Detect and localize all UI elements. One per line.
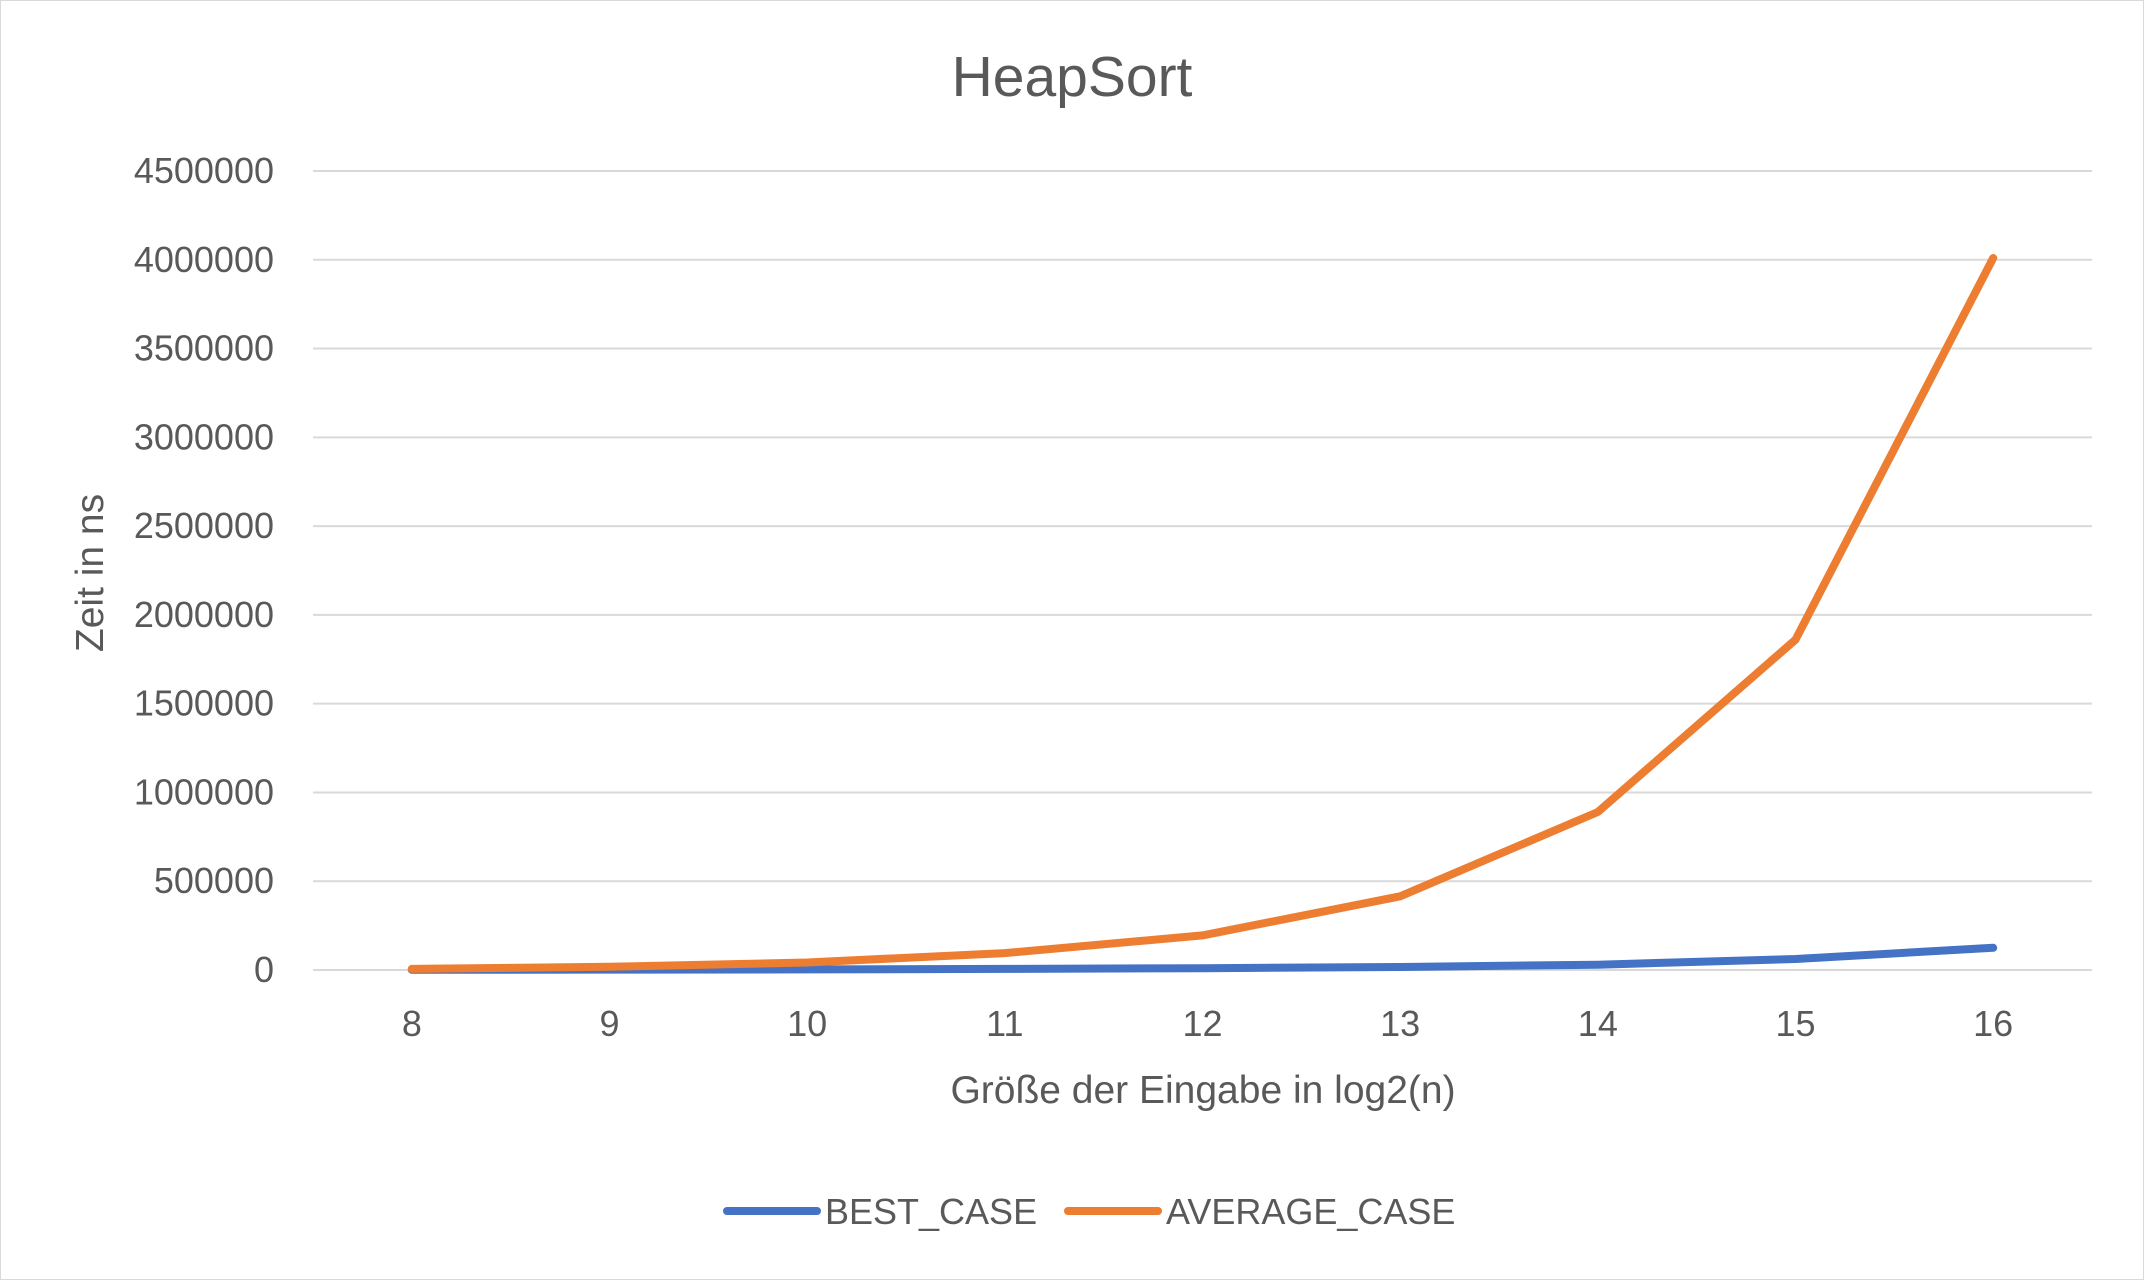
- gridlines: [313, 170, 2092, 971]
- x-tick-label: 10: [787, 1003, 827, 1044]
- legend: BEST_CASE AVERAGE_CASE: [723, 1191, 1455, 1232]
- x-tick-label: 8: [402, 1003, 422, 1044]
- x-tick-label: 13: [1380, 1003, 1420, 1044]
- y-tick-label: 4000000: [134, 239, 274, 280]
- y-axis-ticks: 0 500000 1000000 1500000 2000000 2500000 30000…: [134, 150, 274, 990]
- y-tick-label: 2500000: [134, 505, 274, 546]
- y-tick-label: 4500000: [134, 150, 274, 191]
- x-tick-label: 15: [1775, 1003, 1815, 1044]
- y-tick-label: 2000000: [134, 594, 274, 635]
- x-tick-label: 16: [1973, 1003, 2013, 1044]
- x-axis-title: Größe der Eingabe in log2(n): [950, 1069, 1455, 1112]
- y-tick-label: 3000000: [134, 416, 274, 457]
- x-tick-label: 14: [1578, 1003, 1618, 1044]
- legend-label: AVERAGE_CASE: [1166, 1191, 1455, 1232]
- x-tick-label: 12: [1182, 1003, 1222, 1044]
- y-axis-title: Zeit in ns: [69, 494, 112, 652]
- series-line-best-case: [407, 943, 1998, 974]
- chart-title: HeapSort: [952, 45, 1193, 109]
- series-lines: [407, 254, 1998, 974]
- x-tick-label: 11: [986, 1003, 1023, 1044]
- y-tick-label: 500000: [154, 860, 274, 901]
- x-axis-ticks: 8 9 10 11 12 13 14 15 16: [402, 1003, 2013, 1044]
- x-tick-label: 9: [599, 1003, 619, 1044]
- legend-label: BEST_CASE: [825, 1191, 1037, 1232]
- y-tick-label: 3500000: [134, 328, 274, 369]
- y-tick-label: 0: [254, 949, 274, 990]
- y-tick-label: 1000000: [134, 771, 274, 812]
- y-tick-label: 1500000: [134, 683, 274, 724]
- series-line-average-case: [407, 254, 1998, 973]
